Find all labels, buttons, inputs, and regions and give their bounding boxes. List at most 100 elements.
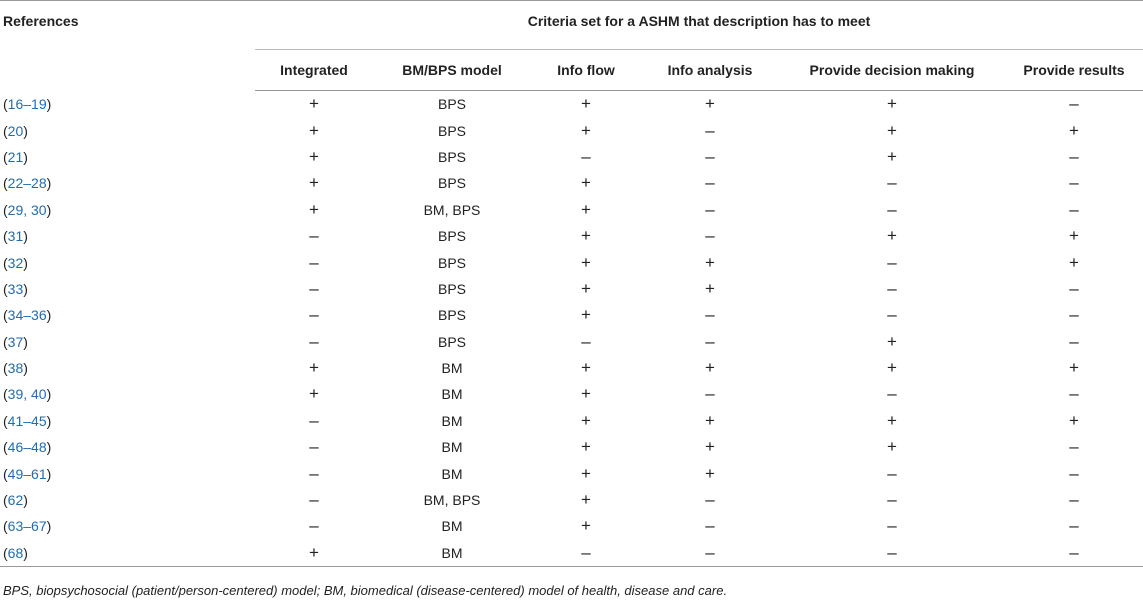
cell-results: –	[1069, 331, 1079, 351]
reference-open-paren: (	[3, 412, 8, 429]
column-header-decision-making: Provide decision making	[779, 49, 1005, 91]
reference-link[interactable]: 62	[7, 492, 24, 509]
table-body: (16–19) + BPS + + + – (20) + BPS + – + + (21) + BPS – – + –(…	[0, 91, 1143, 568]
references-header: References	[0, 0, 255, 91]
reference-link[interactable]: 46–48	[7, 439, 47, 456]
cell-info-analysis: –	[705, 490, 715, 510]
cell-info-flow: +	[581, 463, 591, 483]
table-row: (29, 30) + BM, BPS + – – –	[0, 197, 1143, 223]
reference-link[interactable]: 21	[7, 148, 24, 165]
table-row: (33) – BPS + + – –	[0, 276, 1143, 302]
reference-link[interactable]: 34–36	[7, 307, 47, 324]
cell-decision-making: +	[887, 226, 897, 246]
cell-info-analysis: +	[705, 94, 715, 114]
cell-results: –	[1069, 490, 1079, 510]
cell-decision-making: –	[887, 490, 897, 510]
cell-info-flow: +	[581, 94, 591, 114]
cell-decision-making: –	[887, 516, 897, 536]
reference-link[interactable]: 33	[7, 280, 24, 297]
cell-model: BPS	[437, 122, 466, 139]
cell-info-analysis: +	[705, 437, 715, 457]
cell-info-analysis: –	[641, 539, 779, 568]
reference-link[interactable]: 68	[7, 544, 24, 561]
table-row: (38) + BM + + + +	[0, 355, 1143, 381]
cell-model: BPS	[437, 280, 466, 297]
reference-close-paren: )	[23, 254, 28, 271]
cell-integrated: +	[255, 539, 373, 568]
reference-open-paren: (	[3, 307, 8, 324]
reference-open-paren: (	[3, 518, 8, 535]
table-row: (63–67) – BM + – – –	[0, 513, 1143, 539]
cell-results: –	[1069, 463, 1079, 483]
reference-link[interactable]: 49–61	[7, 465, 47, 482]
reference-open-paren: (	[3, 544, 8, 561]
column-header-model: BM/BPS model	[373, 49, 531, 91]
table-row: (16–19) + BPS + + + –	[0, 91, 1143, 118]
reference-close-paren: )	[46, 307, 52, 324]
cell-info-analysis: –	[705, 120, 715, 140]
reference-link[interactable]: 41–45	[7, 412, 47, 429]
cell-results: –	[1069, 199, 1079, 219]
reference-open-paren: (	[3, 148, 8, 165]
cell-results: –	[1069, 94, 1079, 114]
reference-link[interactable]: 38	[7, 360, 24, 377]
reference-link[interactable]: 22–28	[7, 175, 47, 192]
table-row: (22–28) + BPS + – – –	[0, 170, 1143, 196]
cell-info-flow: +	[581, 226, 591, 246]
table-row: (20) + BPS + – + +	[0, 117, 1143, 143]
reference-close-paren: )	[23, 280, 28, 297]
reference-open-paren: (	[3, 465, 8, 482]
reference-link[interactable]: 29, 30	[7, 201, 47, 218]
cell-decision-making: –	[887, 463, 897, 483]
table-footnote: BPS, biopsychosocial (patient/person-cen…	[3, 583, 728, 598]
cell-info-analysis: –	[705, 305, 715, 325]
cell-integrated: –	[309, 278, 319, 298]
reference-close-paren: )	[46, 518, 52, 535]
cell-model: BM, BPS	[423, 201, 481, 218]
reference-close-paren: )	[23, 360, 28, 377]
cell-decision-making: +	[887, 94, 897, 114]
reference-link[interactable]: 37	[7, 333, 24, 350]
reference-cell: (37)	[0, 329, 255, 355]
reference-cell: (34–36)	[0, 302, 255, 328]
cell-info-flow: +	[581, 490, 591, 510]
cell-decision-making: –	[887, 173, 897, 193]
cell-decision-making: +	[887, 331, 897, 351]
reference-cell: (38)	[0, 355, 255, 381]
cell-model: BPS	[437, 307, 466, 324]
table-row: (34–36) – BPS + – – –	[0, 302, 1143, 328]
table-row: (32) – BPS + + – +	[0, 249, 1143, 275]
reference-cell: (21)	[0, 144, 255, 170]
cell-integrated: +	[309, 358, 319, 378]
cell-info-flow: +	[581, 120, 591, 140]
reference-link[interactable]: 32	[7, 254, 24, 271]
reference-link[interactable]: 63–67	[7, 518, 47, 535]
cell-model: BPS	[437, 175, 466, 192]
cell-model: BPS	[437, 228, 466, 245]
table-row: (62) – BM, BPS + – – –	[0, 487, 1143, 513]
cell-integrated: –	[309, 437, 319, 457]
cell-info-analysis: –	[705, 199, 715, 219]
cell-integrated: –	[309, 305, 319, 325]
reference-open-paren: (	[3, 386, 8, 403]
cell-info-analysis: +	[705, 358, 715, 378]
reference-link[interactable]: 39, 40	[7, 386, 47, 403]
cell-results: –	[1069, 516, 1079, 536]
reference-link[interactable]: 16–19	[7, 95, 47, 112]
reference-cell: (46–48)	[0, 434, 255, 460]
reference-close-paren: )	[23, 544, 28, 561]
criteria-table-container: References Criteria set for a ASHM that …	[0, 0, 1143, 568]
cell-info-flow: +	[581, 199, 591, 219]
cell-model: BPS	[437, 148, 466, 165]
reference-open-paren: (	[3, 95, 8, 112]
cell-results: +	[1069, 226, 1079, 246]
cell-decision-making: +	[887, 358, 897, 378]
table-row: (37) – BPS – – + –	[0, 329, 1143, 355]
cell-info-flow: +	[581, 252, 591, 272]
cell-info-analysis: –	[705, 146, 715, 166]
reference-link[interactable]: 20	[7, 122, 24, 139]
column-header-integrated: Integrated	[255, 49, 373, 91]
cell-info-flow: –	[581, 146, 591, 166]
cell-results: +	[1069, 410, 1079, 430]
reference-link[interactable]: 31	[7, 228, 24, 245]
